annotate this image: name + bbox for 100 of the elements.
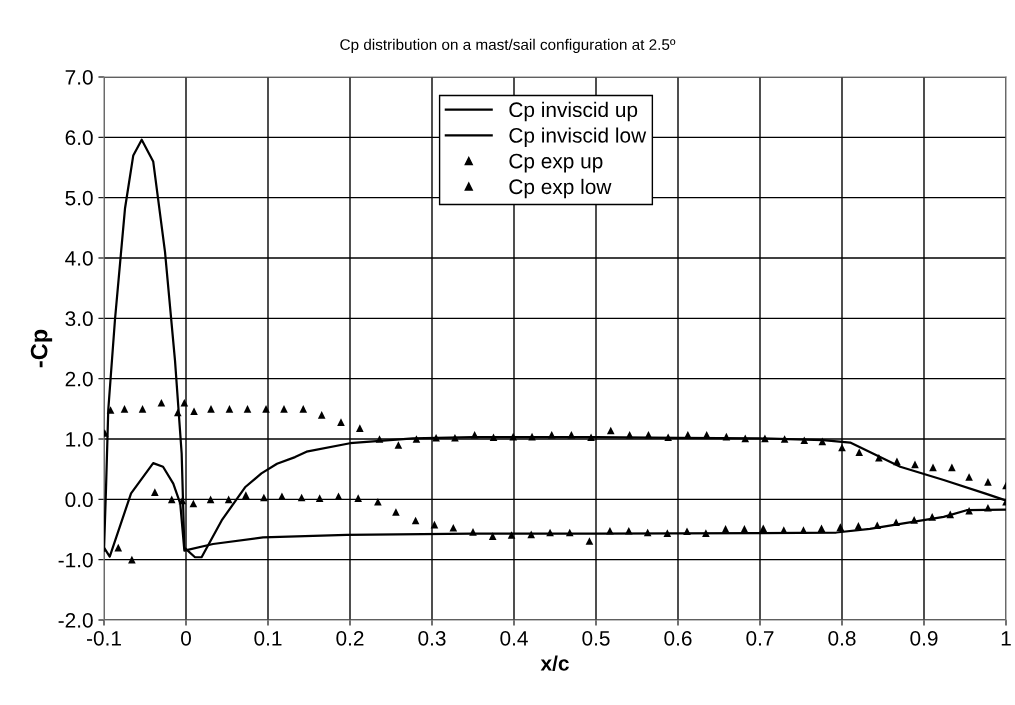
point: [946, 510, 955, 519]
legend-label: Cp inviscid low: [509, 127, 647, 147]
point: [817, 524, 826, 533]
point: [206, 495, 215, 504]
point: [547, 430, 556, 439]
point: [207, 405, 215, 413]
y-tick-label: 1.0: [66, 432, 93, 447]
point: [741, 434, 750, 443]
x-tick-label: 1: [1001, 631, 1011, 646]
point: [663, 529, 672, 537]
point: [893, 457, 901, 466]
point: [138, 405, 147, 413]
point: [910, 516, 918, 524]
point: [800, 436, 809, 445]
x-tick-label: 0.3: [418, 630, 446, 646]
y-tick-label: 5.0: [65, 190, 93, 206]
point: [721, 525, 730, 533]
point: [469, 528, 477, 536]
point: [120, 405, 129, 413]
point: [180, 399, 189, 407]
x-tick-label: 0.6: [664, 630, 692, 646]
point: [151, 488, 159, 496]
point: [243, 405, 252, 413]
point: [928, 513, 936, 521]
y-tick-label: 3.0: [65, 311, 93, 327]
point: [507, 531, 516, 539]
x-tick-label: 0.2: [336, 630, 364, 646]
point: [799, 526, 808, 534]
point: [317, 411, 326, 419]
point: [855, 448, 864, 457]
point: [873, 521, 882, 530]
point: [488, 532, 497, 540]
point: [262, 405, 270, 413]
point: [392, 508, 400, 516]
legend-label: Cp inviscid up: [509, 101, 638, 122]
x-tick-label: -0.1: [86, 630, 121, 646]
point: [356, 424, 364, 432]
x-tick-label: 0: [181, 630, 191, 646]
y-tick-label: -1.0: [58, 552, 93, 568]
point: [242, 491, 250, 499]
y-tick-label: 4.0: [65, 251, 93, 266]
point: [643, 528, 652, 537]
point: [587, 433, 595, 441]
point: [411, 516, 420, 525]
point: [489, 433, 498, 441]
point: [664, 433, 672, 441]
point: [911, 460, 919, 469]
point: [892, 518, 900, 527]
point: [948, 463, 956, 472]
point: [625, 430, 634, 439]
point: [354, 494, 362, 502]
point: [759, 524, 768, 533]
point: [740, 525, 749, 533]
point: [875, 453, 883, 462]
point: [315, 494, 324, 502]
x-tick-label: 0.4: [500, 630, 528, 646]
legend-label: Cp exp low: [509, 178, 612, 199]
point: [836, 523, 845, 531]
point: [702, 529, 710, 537]
point: [780, 435, 789, 443]
point: [189, 499, 198, 508]
point: [722, 432, 731, 441]
point: [818, 437, 827, 446]
point: [297, 493, 306, 502]
point: [683, 527, 691, 536]
chart-title: Cp distribution on a mast/sail configuration at 2.5º: [340, 38, 676, 54]
point: [565, 528, 574, 537]
y-tick-label: 2.0: [65, 371, 93, 387]
point: [114, 543, 123, 552]
point: [854, 522, 863, 530]
point: [178, 496, 187, 505]
x-tick-label: 0.9: [910, 630, 938, 646]
point: [375, 435, 384, 443]
point: [470, 430, 479, 439]
point: [412, 435, 421, 443]
point: [432, 433, 440, 442]
x-tick-label: 0.7: [746, 630, 774, 646]
x-tick-label: 0.8: [828, 630, 856, 646]
point: [280, 405, 288, 413]
point: [190, 407, 198, 416]
point: [394, 441, 403, 449]
y-tick-label: 7.0: [65, 70, 93, 85]
y-tick-label: 6.0: [65, 130, 93, 146]
point: [965, 506, 973, 515]
point: [509, 432, 517, 441]
point: [644, 430, 653, 439]
y-axis-title: -Cp: [30, 329, 53, 368]
point: [625, 526, 633, 535]
x-axis-title: x/c: [540, 655, 569, 671]
point: [606, 426, 615, 435]
y-tick-label: -2.0: [58, 613, 93, 628]
point: [337, 418, 345, 426]
point: [585, 537, 594, 545]
point: [527, 530, 536, 539]
y-tick-label: 0.0: [65, 492, 93, 508]
point: [984, 503, 992, 512]
point: [224, 495, 233, 504]
point: [451, 433, 459, 442]
point: [374, 497, 382, 506]
point: [225, 405, 234, 413]
